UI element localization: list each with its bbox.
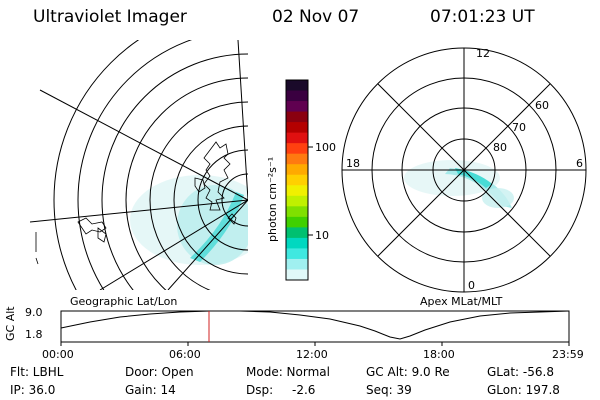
- colorbar-unit: photon cm⁻²s⁻¹: [266, 156, 279, 242]
- timeline-xtick-1800: 18:00: [423, 348, 455, 361]
- colorbar-segment: [286, 174, 308, 186]
- info-dsp-label: Dsp:: [246, 383, 274, 397]
- colorbar-segment: [286, 101, 308, 113]
- colorbar-segment: [286, 216, 308, 228]
- colorbar-label-100: 100: [315, 141, 336, 154]
- lat-label-70: 70: [512, 121, 526, 134]
- info-gain: Gain: 14: [125, 383, 176, 397]
- polar-map: [341, 47, 587, 293]
- colorbar-segment: [286, 227, 308, 239]
- timeline-xtick-0600: 06:00: [169, 348, 201, 361]
- timeline-xtick-0000: 00:00: [42, 348, 74, 361]
- colorbar-segment: [286, 185, 308, 197]
- timeline-y-title: GC Alt: [4, 306, 17, 341]
- mlt-label-12: 12: [476, 47, 490, 60]
- date-label: 02 Nov 07: [272, 7, 360, 27]
- colorbar-segment: [286, 90, 308, 102]
- info-mode: Mode: Normal: [246, 365, 330, 379]
- timeline-ytick-1-8: 1.8: [25, 328, 43, 341]
- info-filter: Flt: LBHL: [10, 365, 64, 379]
- geographic-map: [30, 40, 248, 290]
- colorbar-segment: [286, 258, 308, 270]
- lat-label-80: 80: [493, 141, 507, 154]
- left-panel-label: Geographic Lat/Lon: [70, 295, 178, 308]
- mlt-label-18: 18: [346, 157, 360, 170]
- mlt-label-6: 6: [576, 157, 583, 170]
- colorbar-segment: [286, 195, 308, 207]
- right-panel-label: Apex MLat/MLT: [420, 295, 503, 308]
- info-gc-alt: GC Alt: 9.0 Re: [366, 365, 450, 379]
- info-glat: GLat: -56.8: [487, 365, 554, 379]
- colorbar-segment: [286, 122, 308, 134]
- colorbar-segment: [286, 153, 308, 165]
- colorbar-segment: [286, 111, 308, 123]
- colorbar-segment: [286, 132, 308, 144]
- colorbar-segment: [286, 80, 308, 92]
- colorbar-label-10: 10: [315, 229, 329, 242]
- instrument-title: Ultraviolet Imager: [33, 7, 187, 27]
- timeline-xtick-2359: 23:59: [552, 348, 584, 361]
- info-door: Door: Open: [125, 365, 194, 379]
- timeline-plot: [60, 310, 570, 346]
- mlt-label-0: 0: [468, 279, 475, 292]
- info-ip: IP: 36.0: [10, 383, 56, 397]
- colorbar-frame: [285, 79, 309, 281]
- colorbar-segment: [286, 164, 308, 176]
- info-dsp-value: -2.6: [292, 383, 316, 397]
- time-label: 07:01:23 UT: [430, 7, 535, 27]
- colorbar-segment: [286, 237, 308, 249]
- colorbar-segment: [286, 143, 308, 155]
- colorbar-segment: [286, 248, 308, 260]
- colorbar-segment: [286, 206, 308, 218]
- colorbar-segment: [286, 269, 308, 281]
- lat-label-60: 60: [535, 99, 549, 112]
- timeline-xtick-1200: 12:00: [296, 348, 328, 361]
- info-seq: Seq: 39: [366, 383, 412, 397]
- colorbar: [286, 80, 308, 281]
- timeline-ytick-9: 9.0: [25, 306, 43, 319]
- info-glon: GLon: 197.8: [487, 383, 560, 397]
